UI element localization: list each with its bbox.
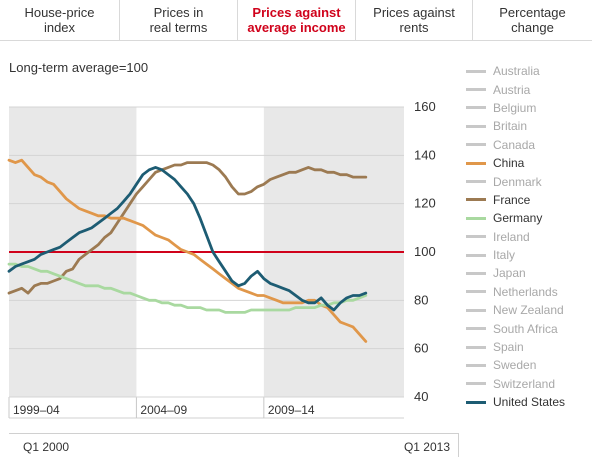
y-tick-label: 80 bbox=[414, 292, 428, 307]
legend-label: Spain bbox=[493, 340, 524, 355]
legend-label: United States bbox=[493, 395, 566, 410]
period-label: 1999–04 bbox=[13, 403, 60, 417]
tab-percentage-change[interactable]: Percentage change bbox=[499, 5, 566, 35]
series-line bbox=[7, 161, 368, 295]
legend-swatch bbox=[466, 290, 486, 294]
legend-label: Sweden bbox=[493, 358, 537, 373]
x-period-labels: 1999–04 2004–09 2009–14 bbox=[13, 403, 315, 417]
legend-label: Germany bbox=[493, 211, 543, 226]
legend-swatch bbox=[466, 382, 486, 386]
tab-prices-against-average-income[interactable]: Prices against average income bbox=[238, 0, 356, 40]
y-tick-label: 40 bbox=[414, 389, 428, 404]
slider-start-label: Q1 2000 bbox=[23, 440, 70, 454]
legend-item[interactable]: Spain bbox=[466, 338, 590, 356]
legend-swatch bbox=[466, 69, 486, 73]
legend-item[interactable]: Ireland bbox=[466, 228, 590, 246]
legend-item[interactable]: China bbox=[466, 154, 590, 172]
legend-item[interactable]: France bbox=[466, 191, 590, 209]
legend-swatch bbox=[466, 400, 486, 404]
legend-label: Britain bbox=[493, 119, 528, 134]
legend-item[interactable]: Belgium bbox=[466, 99, 590, 117]
legend-swatch bbox=[466, 363, 486, 367]
legend-swatch bbox=[466, 271, 486, 275]
slider-end-label: Q1 2013 bbox=[403, 440, 450, 454]
legend-label: New Zealand bbox=[493, 303, 564, 318]
legend-label: Belgium bbox=[493, 100, 537, 115]
legend-item[interactable]: Australia bbox=[466, 62, 590, 80]
period-label: 2004–09 bbox=[140, 403, 187, 417]
legend-swatch bbox=[466, 345, 486, 349]
legend-label: Switzerland bbox=[493, 376, 556, 391]
legend-item[interactable]: Italy bbox=[466, 246, 590, 264]
y-tick-label: 60 bbox=[414, 341, 428, 356]
series-line bbox=[7, 165, 368, 312]
y-tick-label: 100 bbox=[414, 244, 436, 259]
y-tick-label: 140 bbox=[414, 147, 436, 162]
y-tick-label: 160 bbox=[414, 99, 436, 114]
series-line bbox=[7, 262, 368, 314]
legend-label: Italy bbox=[493, 248, 516, 263]
tab-prices-against-rents[interactable]: Prices against rents bbox=[356, 0, 473, 40]
legend-label: Denmark bbox=[493, 174, 542, 189]
country-legend: Australia Austria Belgium Britain Canada Chin… bbox=[466, 62, 590, 411]
legend-label: China bbox=[493, 156, 525, 171]
period-label: 2009–14 bbox=[268, 403, 315, 417]
legend-item[interactable]: Netherlands bbox=[466, 283, 590, 301]
legend-label: South Africa bbox=[493, 321, 558, 336]
legend-label: Canada bbox=[493, 137, 536, 152]
legend-swatch bbox=[466, 216, 486, 220]
legend-item[interactable]: Austria bbox=[466, 80, 590, 98]
legend-swatch bbox=[466, 198, 486, 202]
legend-item[interactable]: Switzerland bbox=[466, 375, 590, 393]
legend-swatch bbox=[466, 88, 486, 92]
legend-item[interactable]: Japan bbox=[466, 264, 590, 282]
legend-label: Japan bbox=[493, 266, 526, 281]
legend-swatch bbox=[466, 143, 486, 147]
legend-swatch bbox=[466, 327, 486, 331]
y-tick-label: 120 bbox=[414, 196, 436, 211]
legend-item[interactable]: Denmark bbox=[466, 172, 590, 190]
legend-label: France bbox=[493, 192, 531, 207]
legend-item[interactable]: New Zealand bbox=[466, 301, 590, 319]
chart-subtitle: Long-term average=100 bbox=[9, 60, 149, 75]
legend-swatch bbox=[466, 161, 486, 165]
legend-item[interactable]: Canada bbox=[466, 136, 590, 154]
tab-house-price-index[interactable]: House-price index bbox=[0, 0, 120, 40]
legend-swatch bbox=[466, 308, 486, 312]
legend-item[interactable]: South Africa bbox=[466, 319, 590, 337]
legend-swatch bbox=[466, 124, 486, 128]
tab-bar: House-price index Prices in real terms P… bbox=[0, 0, 592, 41]
legend-label: Austria bbox=[493, 82, 531, 97]
legend-item[interactable]: Germany bbox=[466, 209, 590, 227]
legend-swatch bbox=[466, 235, 486, 239]
legend-swatch bbox=[466, 180, 486, 184]
legend-item[interactable]: Sweden bbox=[466, 356, 590, 374]
legend-swatch bbox=[466, 253, 486, 257]
legend-label: Ireland bbox=[493, 229, 530, 244]
legend-item[interactable]: United States bbox=[466, 393, 590, 411]
legend-item[interactable]: Britain bbox=[466, 117, 590, 135]
time-slider[interactable]: Q1 2000 Q1 2013 bbox=[9, 433, 459, 457]
series-lines bbox=[7, 158, 368, 343]
legend-label: Netherlands bbox=[493, 284, 558, 299]
legend-label: Australia bbox=[493, 64, 540, 79]
tab-prices-in-real-terms[interactable]: Prices in real terms bbox=[120, 0, 238, 40]
y-tick-labels: 40 60 80 100 120 140 160 bbox=[414, 99, 436, 404]
legend-swatch bbox=[466, 106, 486, 110]
